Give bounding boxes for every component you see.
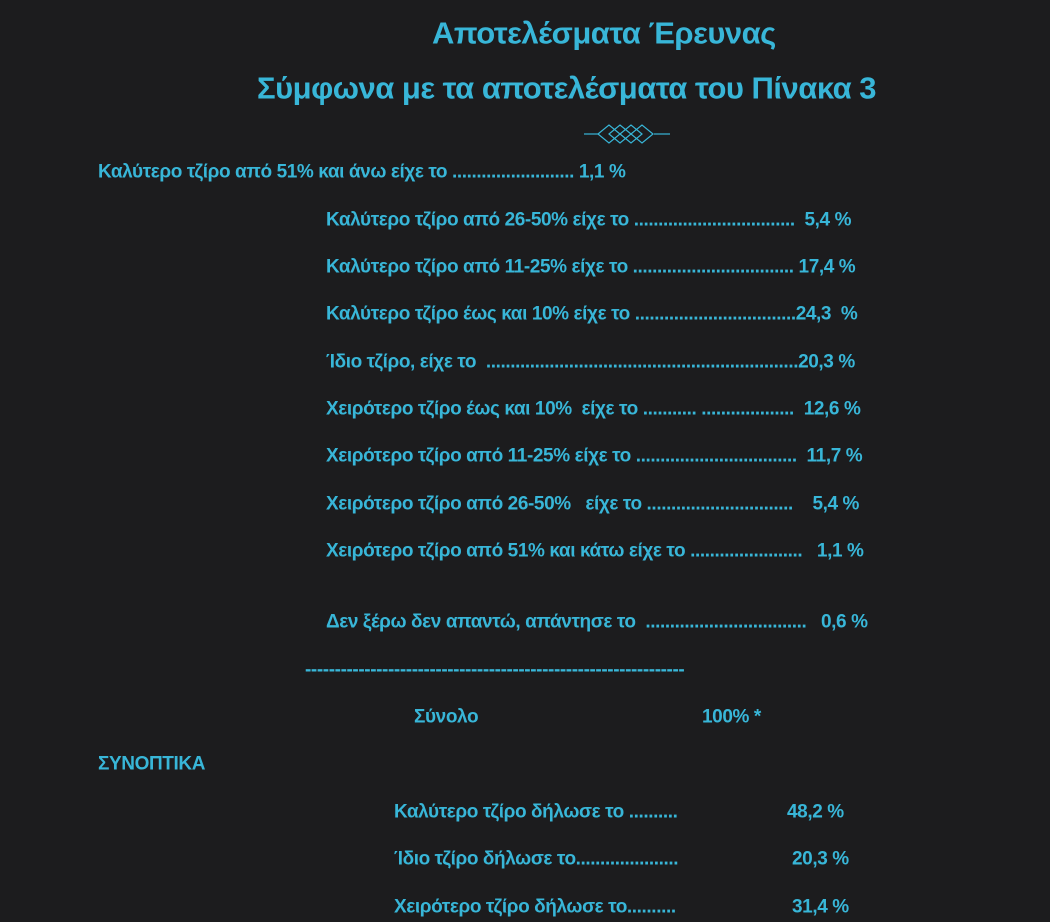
diamond-divider-icon bbox=[584, 124, 670, 144]
separator-line: ----------------------------------------… bbox=[305, 659, 685, 681]
result-row: Χειρότερο τζίρο έως και 10% είχε το ....… bbox=[326, 398, 861, 420]
result-row: Καλύτερο τζίρο από 11-25% είχε το ......… bbox=[326, 256, 856, 278]
result-row: Καλύτερο τζίρο από 51% και άνω είχε το .… bbox=[98, 161, 626, 183]
result-row: Χειρότερο τζίρο από 51% και κάτω είχε το… bbox=[326, 540, 864, 562]
summary-label: Ίδιο τζίρο δήλωσε το....................… bbox=[394, 848, 679, 870]
result-row: Ίδιο τζίρο, είχε το ....................… bbox=[326, 351, 855, 373]
result-row: Καλύτερο τζίρο έως και 10% είχε το .....… bbox=[326, 303, 858, 325]
page-title: Αποτελέσματα Έρευνας bbox=[432, 15, 776, 51]
summary-label: Καλύτερο τζίρο δήλωσε το .......... bbox=[394, 801, 678, 823]
result-row: Δεν ξέρω δεν απαντώ, απάντησε το .......… bbox=[326, 611, 868, 633]
total-value: 100% * bbox=[702, 706, 761, 728]
summary-label: Χειρότερο τζίρο δήλωσε το.......... bbox=[394, 896, 676, 918]
summary-value: 31,4 % bbox=[792, 896, 849, 918]
page-subtitle: Σύμφωνα με τα αποτελέσματα του Πίνακα 3 bbox=[257, 70, 877, 106]
summary-value: 48,2 % bbox=[787, 801, 844, 823]
summary-heading: ΣΥΝΟΠΤΙΚΑ bbox=[98, 753, 206, 775]
summary-value: 20,3 % bbox=[792, 848, 849, 870]
total-label: Σύνολο bbox=[414, 706, 479, 728]
result-row: Χειρότερο τζίρο από 26-50% είχε το .....… bbox=[326, 493, 860, 515]
result-row: Χειρότερο τζίρο από 11-25% είχε το .....… bbox=[326, 445, 863, 467]
result-row: Καλύτερο τζίρο από 26-50% είχε το ......… bbox=[326, 209, 852, 231]
